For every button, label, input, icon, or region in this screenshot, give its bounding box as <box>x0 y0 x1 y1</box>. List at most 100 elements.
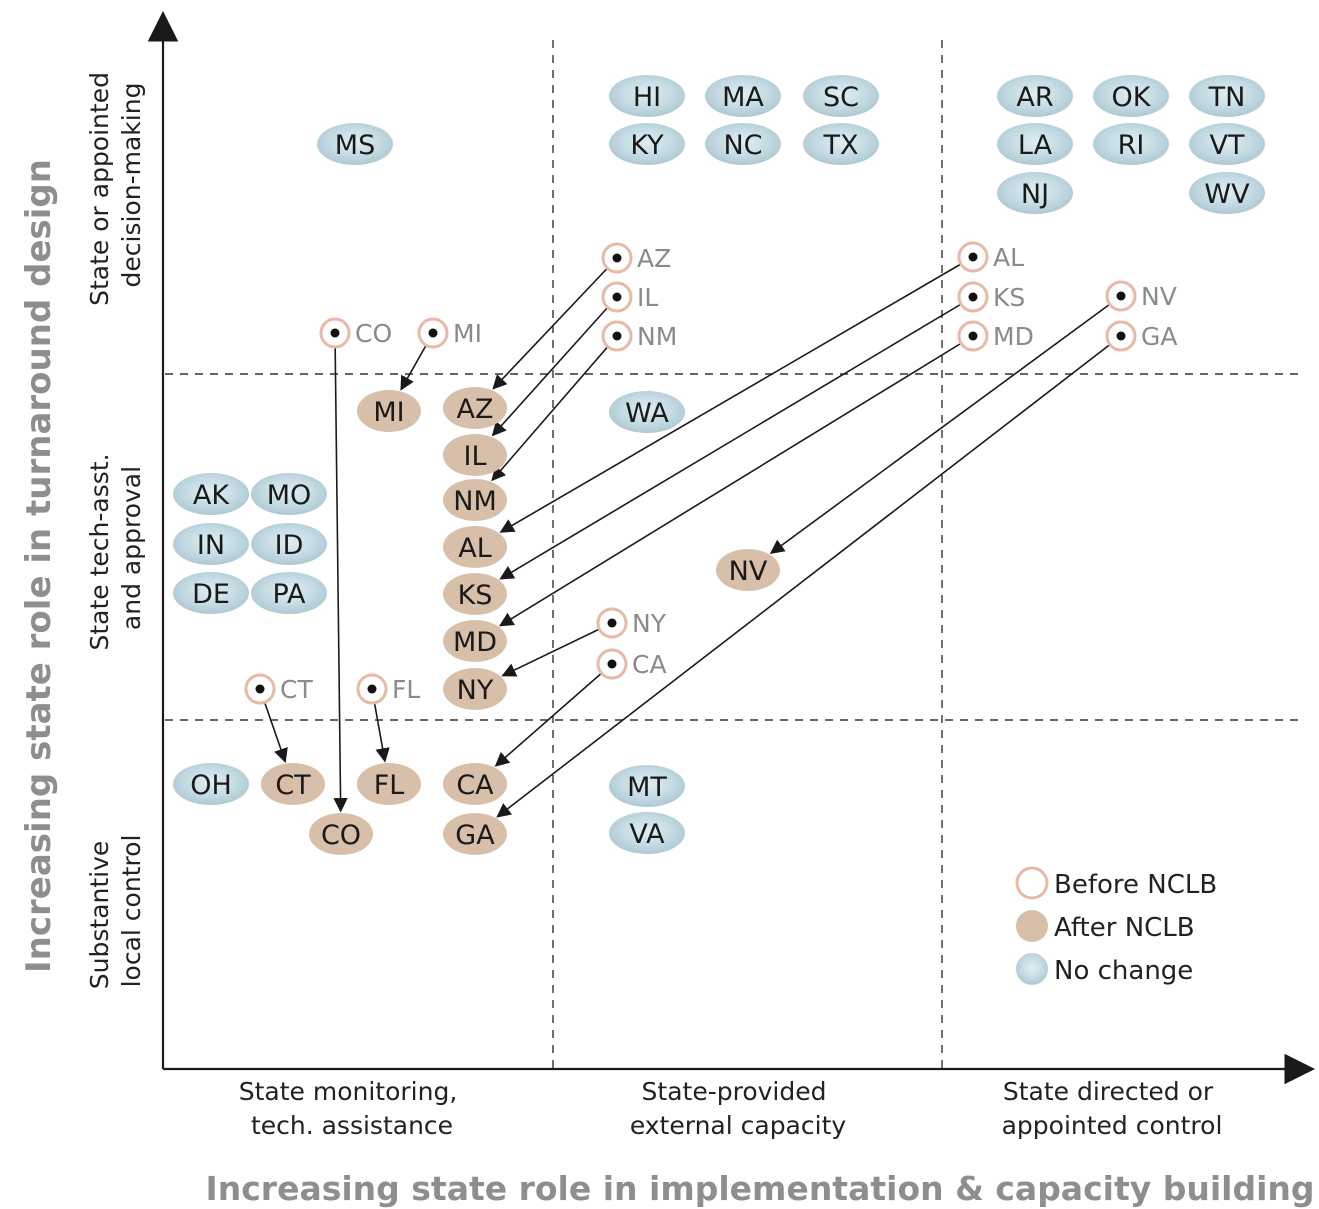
nochange-ellipse <box>173 523 249 565</box>
nochange-label: VA <box>629 819 665 850</box>
before-dot <box>607 618 617 628</box>
state-after-ks: KS <box>443 573 507 615</box>
after-ellipse <box>443 620 507 662</box>
legend-nochange-label: No change <box>1054 956 1193 986</box>
transition-arrow-az <box>492 257 618 390</box>
state-nochange-ar: AR <box>997 75 1073 117</box>
after-ellipse <box>443 479 507 521</box>
state-nochange-ak: AK <box>173 473 249 515</box>
before-label: NM <box>637 322 677 351</box>
state-nochange-in: IN <box>173 523 249 565</box>
nochange-ellipse <box>173 763 249 805</box>
nochange-label: WA <box>625 398 669 429</box>
x-axis-title: Increasing state role in implementation … <box>205 1169 1314 1208</box>
x-level-labels: State monitoring, tech. assistance State… <box>239 1077 1223 1140</box>
nochange-ellipse <box>997 172 1073 214</box>
state-after-al: AL <box>443 526 507 568</box>
before-dot <box>612 331 622 341</box>
state-before-nv: NV <box>1105 280 1177 312</box>
nochange-label: HI <box>633 82 661 113</box>
nochange-label: OH <box>190 770 232 801</box>
state-nochange-mt: MT <box>609 765 685 807</box>
after-ellipse <box>443 668 507 710</box>
before-label: NV <box>1141 282 1177 311</box>
state-before-ny: NY <box>596 607 667 639</box>
transition-arrow-nm <box>491 335 618 482</box>
nochange-label: IN <box>197 530 225 561</box>
nochange-ellipse <box>609 391 685 433</box>
after-ellipse <box>357 763 421 805</box>
nochange-ellipse <box>705 123 781 165</box>
nochange-label: TN <box>1208 82 1246 113</box>
state-nochange-ms: MS <box>317 123 393 165</box>
quadrant-dividers <box>165 40 1305 1068</box>
state-nochange-wa: WA <box>609 391 685 433</box>
nochange-ellipse <box>317 123 393 165</box>
after-label: MI <box>373 397 404 428</box>
state-nochange-ok: OK <box>1093 75 1169 117</box>
state-nochange-ky: KY <box>609 123 685 165</box>
y-level-label-bottom: Substantive local control <box>85 833 146 989</box>
nochange-label: MA <box>722 82 764 113</box>
nochange-ellipse <box>997 123 1073 165</box>
before-dot <box>1116 331 1126 341</box>
before-label: MD <box>993 322 1034 351</box>
nochange-ellipse <box>1189 172 1265 214</box>
legend-before-marker <box>1015 866 1049 900</box>
before-dot <box>255 684 265 694</box>
after-label: NV <box>729 556 768 587</box>
after-ellipse <box>443 573 507 615</box>
nochange-label: KY <box>630 130 664 161</box>
nochange-label: PA <box>272 579 306 610</box>
after-label: CO <box>321 820 361 851</box>
before-label: CO <box>355 319 392 348</box>
nochange-label: TX <box>823 130 859 161</box>
after-label: NY <box>457 675 494 706</box>
before-dot <box>968 252 978 262</box>
after-label: NM <box>453 486 497 517</box>
after-ellipse <box>357 390 421 432</box>
after-ellipse <box>443 434 507 476</box>
state-nochange-pa: PA <box>251 572 327 614</box>
nochange-label: DE <box>192 579 230 610</box>
after-label: KS <box>458 580 493 611</box>
state-after-mi: MI <box>357 390 421 432</box>
after-label: FL <box>374 770 405 801</box>
nochange-label: OK <box>1112 82 1152 113</box>
state-nochange-la: LA <box>997 123 1073 165</box>
state-nochange-tn: TN <box>1189 75 1265 117</box>
state-before-md: MD <box>957 320 1034 352</box>
before-dot <box>330 328 340 338</box>
after-label: IL <box>463 441 486 472</box>
state-after-fl: FL <box>357 763 421 805</box>
after-ellipse <box>716 549 780 591</box>
state-nochange-vt: VT <box>1189 123 1265 165</box>
state-after-ga: GA <box>443 813 507 855</box>
state-after-ny: NY <box>443 668 507 710</box>
nochange-label: SC <box>823 82 859 113</box>
legend-item-before: Before NCLB <box>1015 866 1217 900</box>
legend-after-label: After NCLB <box>1054 913 1195 943</box>
after-ellipse <box>309 813 373 855</box>
state-nochange-id: ID <box>251 523 327 565</box>
nochange-ellipse <box>173 473 249 515</box>
state-after-ct: CT <box>261 763 325 805</box>
state-before-ga: GA <box>1105 320 1177 352</box>
state-nochange-nj: NJ <box>997 172 1073 214</box>
state-before-ct: CT <box>244 673 313 705</box>
transition-arrow-il <box>491 296 618 437</box>
state-before-az: AZ <box>601 242 671 274</box>
state-after-md: MD <box>443 620 507 662</box>
nochange-ellipse <box>251 572 327 614</box>
after-label: GA <box>455 820 495 851</box>
legend-item-nochange: No change <box>1016 953 1193 986</box>
y-level-label-top: State or appointed decision-making <box>85 64 146 306</box>
before-label: CT <box>280 675 313 704</box>
after-ellipse <box>443 387 507 429</box>
state-before-co: CO <box>319 317 392 349</box>
state-nochange-hi: HI <box>609 75 685 117</box>
state-nochange-ri: RI <box>1093 123 1169 165</box>
axes <box>147 10 1316 1085</box>
before-dot <box>968 292 978 302</box>
transition-arrow-ga <box>496 335 1122 818</box>
